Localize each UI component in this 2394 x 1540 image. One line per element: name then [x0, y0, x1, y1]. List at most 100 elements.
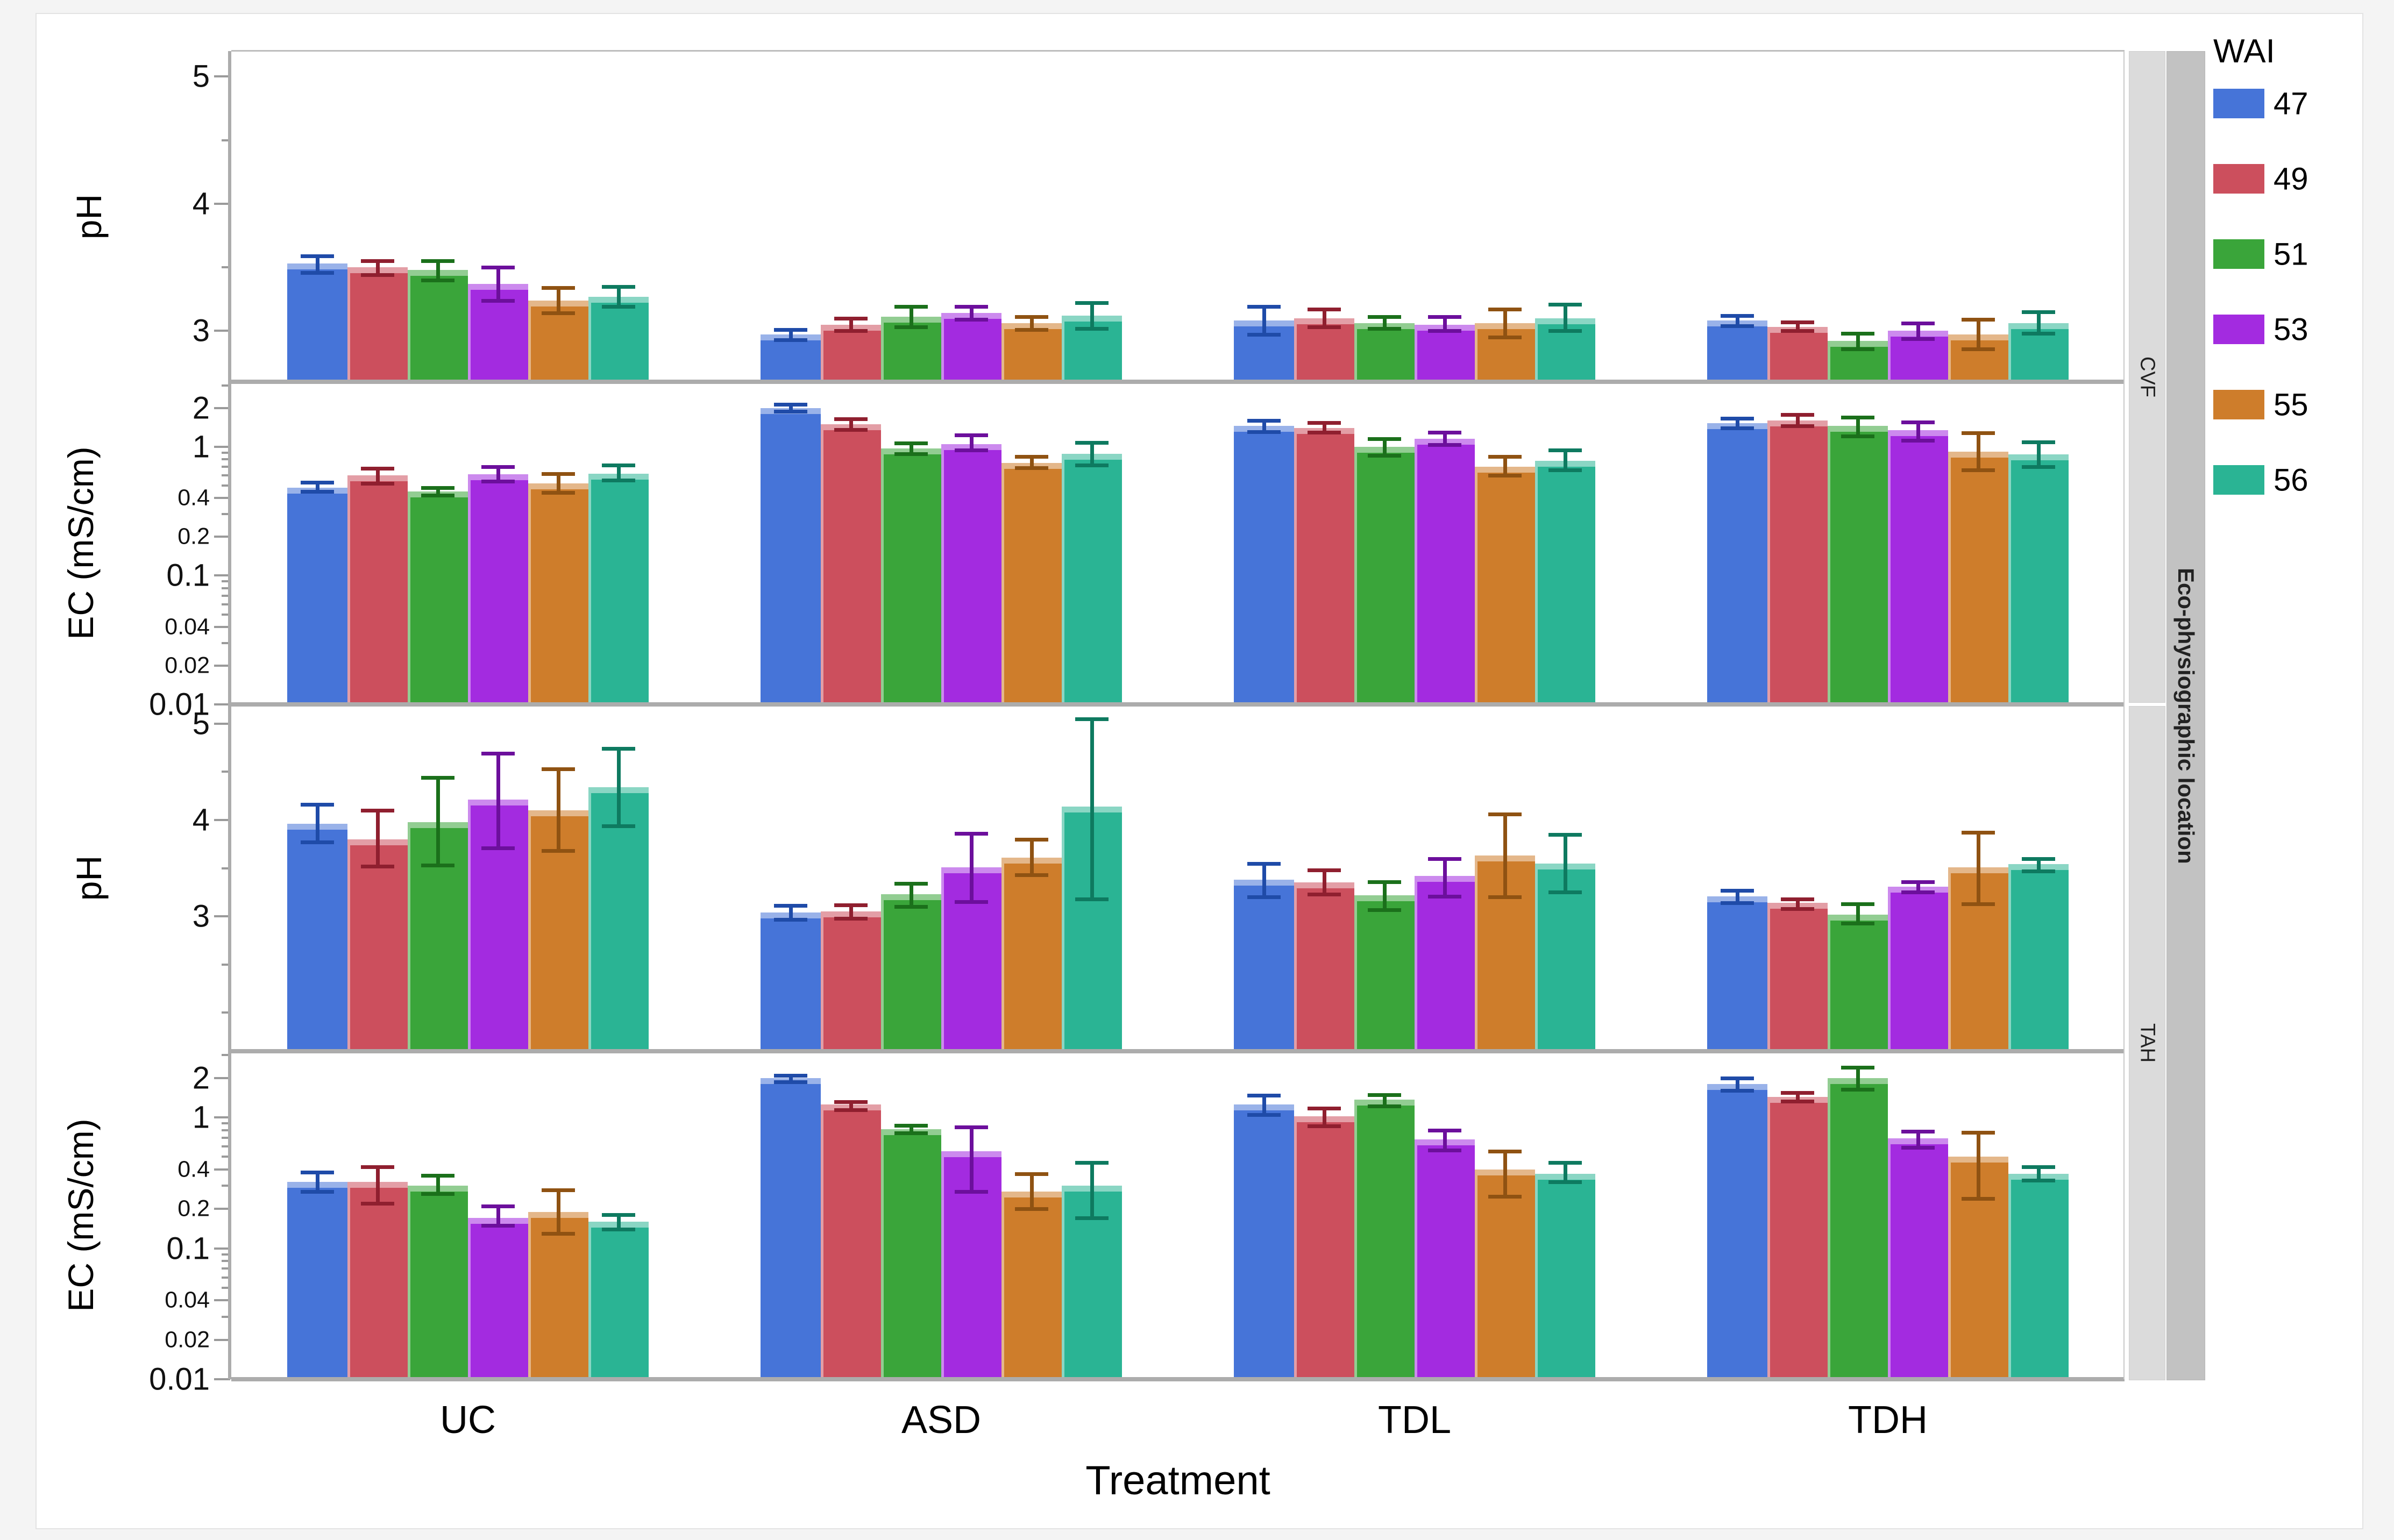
bar-tdh-wai49[interactable] — [1767, 1097, 1828, 1379]
legend-swatch-wai56[interactable] — [2213, 465, 2264, 495]
bar-uc-wai51[interactable] — [408, 269, 468, 382]
bar-tdh-wai49[interactable] — [1767, 420, 1828, 704]
bar-asd-wai47[interactable] — [761, 334, 821, 382]
bar-tdh-wai51[interactable] — [1828, 426, 1888, 704]
bar-tdl-wai56[interactable] — [1535, 460, 1595, 704]
bar-tdh-wai47[interactable] — [1707, 1083, 1767, 1379]
bar-asd-wai53[interactable] — [941, 313, 1001, 382]
bar-uc-wai49[interactable] — [347, 267, 408, 382]
bar-uc-wai53[interactable] — [468, 1218, 528, 1379]
bar-tdh-wai55[interactable] — [1948, 451, 2008, 704]
bar-tdl-wai53[interactable] — [1415, 324, 1475, 382]
bar-tdl-wai53[interactable] — [1415, 1139, 1475, 1379]
bar-uc-wai53[interactable] — [468, 474, 528, 704]
bar-tdl-wai47[interactable] — [1234, 1104, 1294, 1379]
bar-uc-wai47[interactable] — [287, 1182, 347, 1379]
bar-tdh-wai53[interactable] — [1888, 1138, 1948, 1379]
bar-uc-wai55[interactable] — [528, 483, 588, 704]
legend-swatch-wai49[interactable] — [2213, 164, 2264, 194]
bar-uc-wai53[interactable] — [468, 800, 528, 1051]
bar-asd-wai55[interactable] — [1001, 1192, 1062, 1379]
error-bar-asd-wai53 — [970, 833, 974, 902]
bar-tdh-wai53[interactable] — [1888, 430, 1948, 704]
bar-tdl-wai49[interactable] — [1294, 882, 1354, 1051]
legend-item-wai55[interactable]: 55 — [2213, 387, 2375, 422]
legend-swatch-wai53[interactable] — [2213, 315, 2264, 344]
bar-asd-wai49[interactable] — [821, 911, 881, 1051]
bar-tdl-wai55[interactable] — [1475, 1169, 1535, 1379]
y-tick-label-4: 4 — [192, 802, 210, 838]
facet-strip-eco-physiographic-location[interactable]: Eco-physiographic location — [2166, 51, 2205, 1380]
bar-tdh-wai47[interactable] — [1707, 896, 1767, 1051]
bar-asd-wai49[interactable] — [821, 324, 881, 382]
bar-tdl-wai56[interactable] — [1535, 1174, 1595, 1379]
legend-item-wai56[interactable]: 56 — [2213, 462, 2375, 497]
bar-asd-wai51[interactable] — [881, 894, 941, 1051]
bar-tdl-wai51[interactable] — [1354, 323, 1415, 382]
error-bar-tdl-wai51 — [1383, 881, 1387, 910]
bar-tdh-wai49[interactable] — [1767, 327, 1828, 382]
y-minor-tick — [222, 1156, 230, 1158]
bar-asd-wai49[interactable] — [821, 424, 881, 704]
bar-uc-wai56[interactable] — [588, 473, 649, 704]
bar-asd-wai55[interactable] — [1001, 462, 1062, 704]
bar-asd-wai51[interactable] — [881, 1129, 941, 1379]
bar-uc-wai47[interactable] — [287, 824, 347, 1051]
bar-asd-wai47[interactable] — [761, 912, 821, 1051]
bar-tdh-wai51[interactable] — [1828, 1078, 1888, 1379]
bar-tdh-wai56[interactable] — [2008, 454, 2069, 704]
bar-tdh-wai53[interactable] — [1888, 886, 1948, 1051]
bar-tdl-wai55[interactable] — [1475, 467, 1535, 704]
bar-uc-wai51[interactable] — [408, 491, 468, 704]
bar-uc-wai49[interactable] — [347, 475, 408, 704]
legend-item-wai47[interactable]: 47 — [2213, 86, 2375, 121]
bar-asd-wai47[interactable] — [761, 408, 821, 704]
bar-uc-wai47[interactable] — [287, 488, 347, 704]
legend-swatch-wai55[interactable] — [2213, 390, 2264, 419]
bar-tdh-wai51[interactable] — [1828, 914, 1888, 1051]
bar-uc-wai56[interactable] — [588, 1221, 649, 1379]
bar-tdh-wai56[interactable] — [2008, 1174, 2069, 1379]
legend-swatch-wai51[interactable] — [2213, 239, 2264, 269]
error-cap-upper — [301, 254, 334, 258]
bar-tdl-wai49[interactable] — [1294, 427, 1354, 704]
plot-frame-right — [2123, 51, 2125, 1379]
legend-item-wai49[interactable]: 49 — [2213, 161, 2375, 196]
bar-uc-wai49[interactable] — [347, 839, 408, 1051]
bar-asd-wai55[interactable] — [1001, 857, 1062, 1051]
bar-tdl-wai53[interactable] — [1415, 439, 1475, 704]
y-tick-4 — [214, 819, 230, 821]
bar-tdl-wai47[interactable] — [1234, 880, 1294, 1051]
bar-uc-wai49[interactable] — [347, 1182, 408, 1379]
legend-label-wai51: 51 — [2274, 237, 2308, 272]
bar-tdh-wai47[interactable] — [1707, 423, 1767, 704]
bar-tdh-wai49[interactable] — [1767, 903, 1828, 1051]
bar-asd-wai49[interactable] — [821, 1104, 881, 1379]
bar-uc-wai55[interactable] — [528, 1211, 588, 1379]
bar-tdl-wai51[interactable] — [1354, 1100, 1415, 1379]
bar-uc-wai47[interactable] — [287, 263, 347, 382]
legend-swatch-wai47[interactable] — [2213, 89, 2264, 118]
bar-uc-wai51[interactable] — [408, 1186, 468, 1379]
error-bar-tdl-wai47 — [1262, 420, 1266, 432]
error-cap-lower — [955, 318, 988, 322]
bar-tdl-wai53[interactable] — [1415, 875, 1475, 1051]
bar-asd-wai47[interactable] — [761, 1078, 821, 1379]
bar-tdh-wai47[interactable] — [1707, 320, 1767, 382]
bar-uc-wai56[interactable] — [588, 296, 649, 382]
bar-asd-wai56[interactable] — [1062, 454, 1122, 704]
bar-tdh-wai56[interactable] — [2008, 864, 2069, 1051]
bar-tdl-wai47[interactable] — [1234, 426, 1294, 704]
bar-tdl-wai51[interactable] — [1354, 446, 1415, 704]
bar-asd-wai51[interactable] — [881, 448, 941, 704]
facet-strip-cvf[interactable]: CVF — [2129, 51, 2165, 703]
bar-tdl-wai51[interactable] — [1354, 895, 1415, 1051]
legend-item-wai51[interactable]: 51 — [2213, 237, 2375, 272]
error-bar-tdl-wai51 — [1383, 439, 1387, 455]
legend-item-wai53[interactable]: 53 — [2213, 312, 2375, 347]
bar-tdl-wai49[interactable] — [1294, 1116, 1354, 1379]
bar-asd-wai55[interactable] — [1001, 323, 1062, 382]
facet-strip-tah[interactable]: TAH — [2129, 706, 2165, 1380]
error-cap-lower — [1075, 1216, 1109, 1221]
bar-asd-wai53[interactable] — [941, 444, 1001, 704]
